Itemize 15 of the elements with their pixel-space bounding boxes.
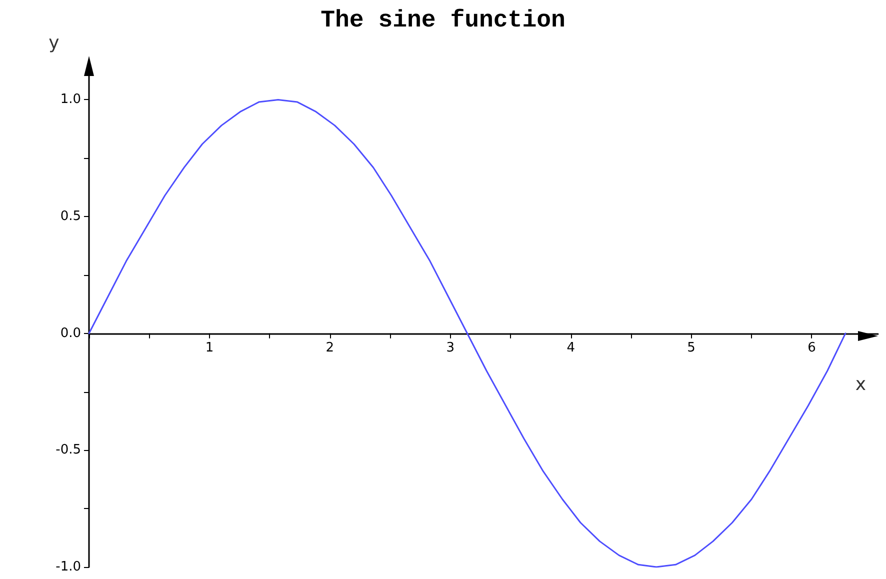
y-tick-label: -1.0 [56,560,81,574]
x-tick-label: 2 [326,340,334,356]
x-tick-label: 5 [687,340,696,356]
line-series [88,98,846,568]
y-axis-title: y [48,32,60,54]
y-tick-label: 0.0 [60,326,81,341]
x-axis-title: x [855,374,866,395]
x-tick-label: 6 [808,340,816,356]
x-tick-label: 3 [446,340,455,356]
y-tick-label: 1.0 [60,92,81,108]
x-tick-label: 4 [566,340,575,356]
chart-title: The sine function [320,8,566,34]
x-tick-label: 1 [205,340,214,356]
y-tick-label: -0.5 [56,442,81,458]
y-tick-label: 0.5 [60,209,81,224]
